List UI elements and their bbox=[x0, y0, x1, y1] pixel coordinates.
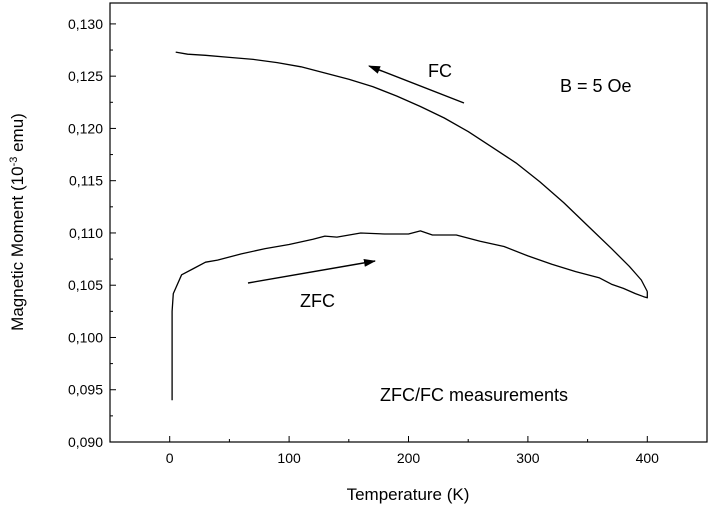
series-line-fc bbox=[175, 51, 648, 292]
zfc-direction-arrow bbox=[247, 258, 376, 284]
x-tick-label: 300 bbox=[516, 450, 540, 466]
x-axis: 0 100 200 300 400 bbox=[166, 436, 659, 466]
zfc-label: ZFC bbox=[300, 291, 335, 311]
y-axis-title-main: Magnetic Moment (10 bbox=[8, 166, 27, 330]
x-axis-title: Temperature (K) bbox=[347, 485, 470, 504]
plot-frame bbox=[109, 2, 708, 443]
y-tick-label: 0,100 bbox=[68, 329, 103, 345]
y-tick-label: 0,105 bbox=[68, 277, 103, 293]
x-tick-label: 0 bbox=[166, 450, 174, 466]
y-tick-label: 0,115 bbox=[69, 173, 103, 189]
y-tick-label: 0,095 bbox=[68, 382, 103, 398]
y-tick-label: 0,090 bbox=[68, 434, 103, 450]
fc-label: FC bbox=[428, 61, 452, 81]
x-tick-label: 200 bbox=[397, 450, 421, 466]
x-tick-label: 100 bbox=[277, 450, 301, 466]
series-layer bbox=[171, 51, 648, 401]
measurement-annotation: ZFC/FC measurements bbox=[380, 385, 568, 405]
y-axis-title-unit: emu) bbox=[8, 113, 27, 156]
y-axis-title: Magnetic Moment (10-3 emu) bbox=[8, 113, 27, 331]
y-axis: 0,090 0,095 0,100 0,105 0,110 0,115 0,120 0,125… bbox=[68, 16, 116, 450]
field-annotation: B = 5 Oe bbox=[560, 76, 632, 96]
fc-direction-arrow bbox=[368, 65, 465, 104]
y-tick-label: 0,130 bbox=[68, 16, 103, 32]
y-tick-label: 0,125 bbox=[68, 68, 103, 84]
series-line-zfc bbox=[171, 230, 648, 401]
y-tick-label: 0,110 bbox=[69, 225, 103, 241]
y-axis-title-exponent: -3 bbox=[8, 157, 20, 167]
x-tick-label: 400 bbox=[636, 450, 660, 466]
y-tick-label: 0,120 bbox=[68, 120, 103, 136]
